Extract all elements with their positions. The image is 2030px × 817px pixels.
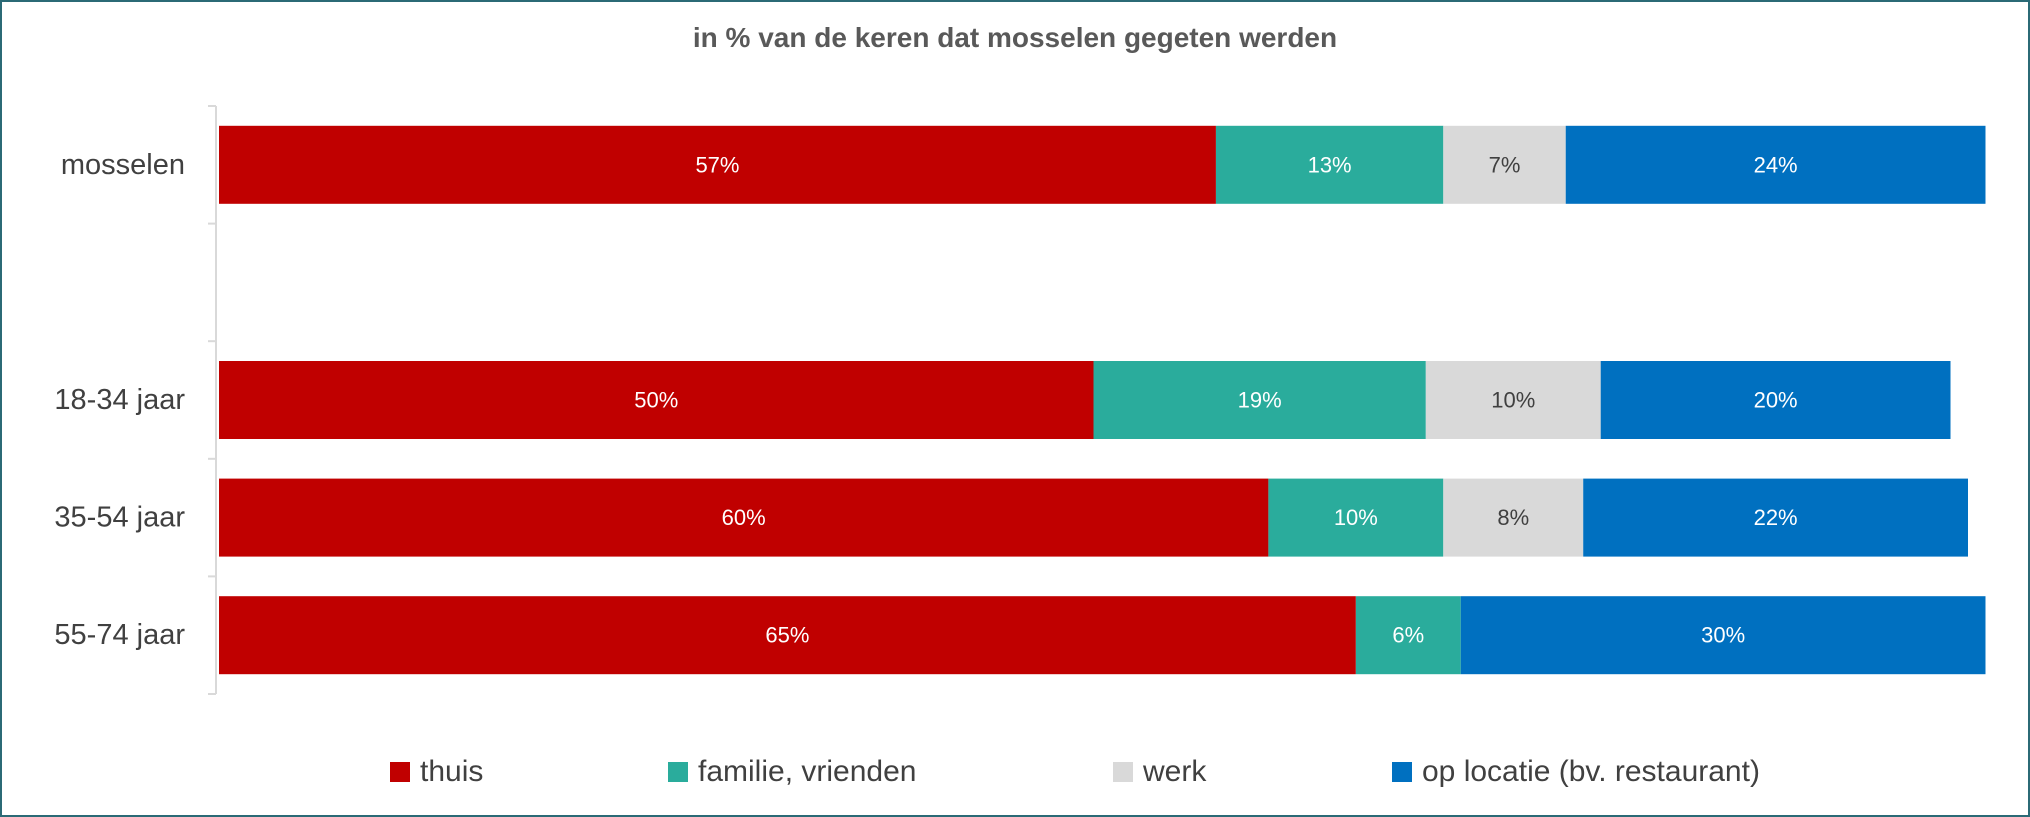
category-label: 55-74 jaar	[54, 619, 185, 651]
bar-segment	[1565, 125, 1986, 204]
legend-item: thuis	[390, 752, 483, 792]
bar-segment	[1600, 361, 1951, 439]
data-label: 65%	[765, 623, 809, 648]
bar-segment	[1443, 125, 1566, 204]
bar-segment	[1583, 478, 1968, 557]
legend-swatch	[390, 762, 410, 782]
bar-segment	[219, 125, 1216, 204]
data-label: 57%	[695, 152, 739, 177]
legend-label: familie, vrienden	[698, 755, 917, 788]
bar-segment	[1443, 478, 1584, 557]
data-label: 19%	[1238, 388, 1282, 413]
legend-item: familie, vrienden	[668, 752, 916, 792]
legend-label: op locatie (bv. restaurant)	[1422, 755, 1760, 788]
data-label: 30%	[1701, 623, 1745, 648]
legend-label: werk	[1143, 755, 1207, 788]
bar-segment	[1215, 125, 1444, 204]
legend-swatch	[668, 762, 688, 782]
data-label: 24%	[1754, 152, 1798, 177]
data-label: 20%	[1754, 388, 1798, 413]
bar-segment	[1093, 361, 1426, 439]
category-label: 18-34 jaar	[54, 384, 185, 416]
data-label: 7%	[1489, 152, 1521, 177]
legend-swatch	[1392, 762, 1412, 782]
data-label: 13%	[1308, 152, 1352, 177]
bar-segment	[1425, 361, 1601, 439]
data-label: 60%	[722, 505, 766, 530]
legend-label: thuis	[420, 755, 484, 788]
legend-item: op locatie (bv. restaurant)	[1392, 752, 1760, 792]
bar-segment	[219, 596, 1356, 675]
category-label: mosselen	[61, 149, 185, 181]
legend-swatch	[1113, 762, 1133, 782]
bar-segment	[1460, 596, 1986, 675]
bar-segment	[219, 361, 1094, 439]
data-label: 50%	[634, 388, 678, 413]
data-label: 6%	[1392, 623, 1424, 648]
legend-item: werk	[1113, 752, 1206, 792]
data-label: 8%	[1497, 505, 1529, 530]
bar-segment	[1355, 596, 1461, 675]
category-label: 35-54 jaar	[54, 502, 185, 534]
data-label: 10%	[1334, 505, 1378, 530]
chart-title: in % van de keren dat mosselen gegeten w…	[692, 22, 1338, 53]
data-label: 22%	[1754, 505, 1798, 530]
legend: thuis familie, vrienden werk op locatie (bv…	[0, 752, 2030, 792]
bar-segment	[1268, 478, 1444, 557]
data-label: 10%	[1491, 388, 1535, 413]
bar-segment	[219, 478, 1269, 557]
